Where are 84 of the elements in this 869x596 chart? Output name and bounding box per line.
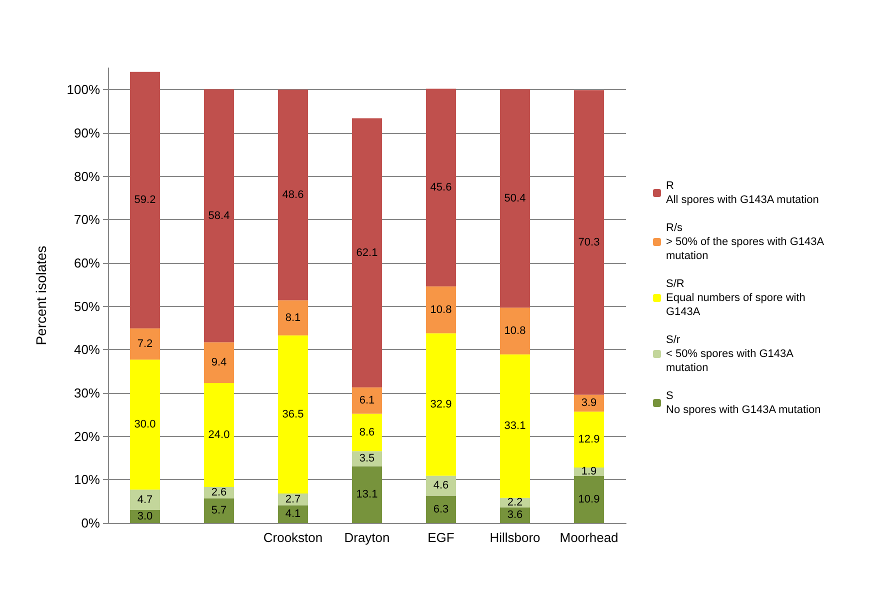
- bar: [500, 354, 530, 498]
- y-tick-label: 40%: [74, 342, 100, 358]
- x-tick-label: Crookston: [263, 530, 323, 545]
- bar: [500, 89, 530, 308]
- bar: [352, 387, 382, 414]
- bar: [278, 505, 308, 523]
- bar: [130, 360, 160, 490]
- bar: [352, 118, 382, 388]
- y-axis-title: Percent isolates: [33, 246, 49, 346]
- data-label: 36.5: [282, 408, 304, 420]
- y-tick-label: 20%: [74, 428, 100, 444]
- data-label: 5.7: [211, 504, 227, 517]
- legend-label: R/s > 50% of the spores with G143A mutation: [666, 222, 825, 262]
- data-label: 4.1: [285, 508, 301, 520]
- bar: [204, 342, 234, 384]
- y-tick-label: 80%: [74, 168, 100, 184]
- data-label: 45.6: [430, 182, 452, 194]
- data-label: 3.0: [137, 510, 153, 522]
- data-label: 12.9: [578, 434, 600, 446]
- data-label: 4.7: [137, 494, 153, 506]
- bar: [574, 476, 604, 523]
- data-label: 2.7: [285, 493, 301, 506]
- bar: [204, 89, 234, 342]
- bar: [130, 328, 160, 360]
- legend-label: S/r < 50% spores with G143A mutation: [666, 334, 794, 374]
- data-label: 8.1: [285, 312, 301, 324]
- bar: [352, 414, 382, 452]
- data-label: 24.0: [208, 429, 230, 442]
- data-label: 2.6: [211, 486, 227, 499]
- x-tick-label: EGF: [428, 530, 454, 545]
- bar: [278, 90, 308, 300]
- data-label: 10.8: [504, 325, 526, 338]
- bar: [574, 394, 604, 412]
- y-tick-label: 10%: [74, 472, 100, 488]
- bar: [426, 88, 456, 286]
- legend-label: R All spores with G143A mutation: [666, 180, 819, 206]
- bar: [426, 286, 456, 334]
- y-tick-label: 100%: [66, 82, 100, 98]
- data-label: 8.6: [359, 426, 375, 438]
- data-label: 10.9: [578, 493, 600, 506]
- data-label: 10.8: [430, 304, 452, 316]
- x-tick-label: Drayton: [344, 530, 390, 545]
- data-label: 9.4: [211, 356, 227, 369]
- bar: [204, 383, 234, 488]
- data-label: 62.1: [356, 246, 378, 259]
- y-tick-label: 0%: [81, 516, 100, 530]
- data-label: 3.9: [581, 397, 597, 410]
- bar: [574, 90, 604, 395]
- bar: [204, 498, 234, 523]
- data-label: 58.4: [208, 210, 230, 222]
- data-label: 33.1: [504, 420, 526, 432]
- bar: [426, 496, 456, 523]
- data-label: 4.6: [433, 480, 449, 492]
- data-label: 70.3: [578, 236, 600, 248]
- legend-label: S No spores with G143A mutation: [666, 390, 821, 416]
- bar: [278, 335, 308, 494]
- data-label: 50.4: [504, 192, 526, 204]
- data-label: 6.1: [359, 394, 375, 407]
- y-tick-label: 30%: [74, 386, 100, 400]
- bar: [130, 72, 160, 328]
- bar: [500, 308, 530, 354]
- legend-label: S/R Equal numbers of spore with G143A: [666, 278, 806, 318]
- y-tick-label: 90%: [74, 126, 100, 140]
- y-tick-label: 70%: [74, 212, 100, 228]
- data-label: 3.5: [359, 452, 375, 465]
- data-label: 30.0: [134, 418, 156, 431]
- bar: [352, 466, 382, 523]
- data-label: 32.9: [430, 398, 452, 410]
- bar: [574, 412, 604, 468]
- x-tick-label: Hillsboro: [490, 530, 540, 545]
- x-tick-label: Moorhead: [560, 530, 618, 545]
- data-label: 6.3: [433, 503, 449, 516]
- y-tick-label: 60%: [74, 256, 100, 270]
- data-label: 7.2: [137, 338, 153, 350]
- y-tick-label: 50%: [74, 298, 100, 314]
- bar: [278, 300, 308, 336]
- data-label: 13.1: [356, 488, 378, 501]
- bar: [130, 490, 160, 510]
- data-label: 59.2: [134, 194, 156, 206]
- data-label: 48.6: [282, 188, 304, 201]
- bar: [426, 333, 456, 476]
- data-label: 3.6: [507, 509, 523, 522]
- data-label: 1.9: [581, 466, 597, 478]
- data-label: 2.2: [507, 496, 523, 509]
